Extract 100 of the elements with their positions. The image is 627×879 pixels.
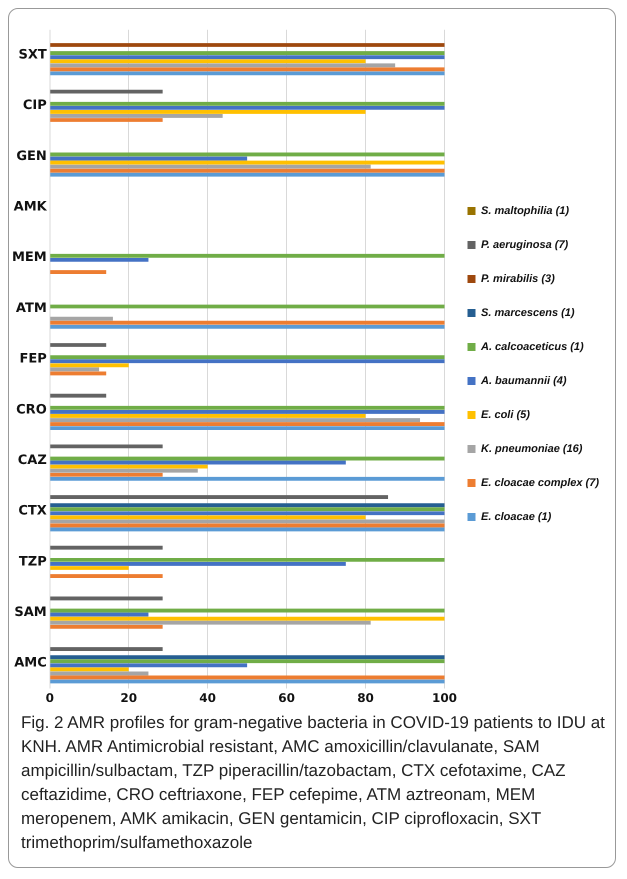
x-tick-label: 0 [46,690,54,705]
bar [50,676,445,680]
bar [50,647,163,651]
bar [50,655,445,660]
y-tick-label: ATM [16,300,47,316]
legend-label: A. baumannii (4) [480,375,567,388]
bar [50,612,148,617]
bar [50,258,148,262]
bar [50,160,445,164]
bar [50,63,396,68]
legend-label: A. calcoaceticus (1) [480,341,584,354]
x-tick-label: 80 [357,690,374,705]
bar [50,620,371,625]
bar [50,566,129,570]
bar [50,43,445,47]
bar [50,367,100,372]
legend-label: S. marcescens (1) [481,307,575,320]
bar [50,371,106,376]
bar [50,562,346,566]
bar [50,426,445,430]
legend-label: E. coli (5) [481,409,530,422]
bar [50,90,163,94]
bar [50,394,106,398]
bar [50,507,445,512]
y-tick-label: TZP [18,554,47,570]
legend-label: K. pneumoniae (16) [481,443,583,456]
bar [50,172,445,177]
bar [50,546,163,550]
y-tick-label: AMK [14,200,48,215]
bar [50,519,445,524]
x-tick-label: 60 [278,690,295,705]
bar [50,418,420,422]
bar [50,164,371,169]
bar [50,67,445,72]
bar [50,574,163,578]
bar [50,114,223,118]
bar [50,320,445,325]
bar [50,460,346,465]
y-tick-label: SAM [14,604,47,620]
bar [50,270,106,274]
bar [50,254,445,258]
bar [50,363,129,368]
x-tick-label: 100 [432,690,458,705]
bar [50,355,445,360]
legend-label: P. aeruginosa (7) [481,239,569,252]
bar [50,558,445,562]
bar [50,51,445,56]
bar [50,414,366,418]
y-tick-label: CAZ [18,452,47,468]
y-tick-label: CIP [22,98,47,114]
bar [50,511,445,516]
legend-label: E. cloacae complex (7) [481,477,600,490]
y-tick-label: MEM [12,250,47,266]
bar [50,118,163,122]
bar [50,422,445,426]
bar [50,110,366,114]
bar [50,456,445,460]
bar [50,410,445,414]
bar [50,667,129,672]
bar [50,671,148,676]
bar [50,152,445,156]
bar [50,464,208,469]
bar [50,523,445,528]
bar [50,71,445,76]
bar [50,359,445,364]
bar [50,680,445,684]
bar [50,444,163,448]
bar [50,472,163,477]
x-tick-label: 40 [199,690,216,705]
legend-label: E. cloacae (1) [481,511,552,524]
caption: Fig. 2 AMR profiles for gram-negative bacteria in COVID-19 patients to IDU at KNH. AMR Antimicrobial resistant, AMC amoxicillin/clavulanate, SAM ampicillin/sulbactam, TZP piperacillin/tazobactam, CTX cefotaxime, CAZ ceftazidime, CRO ceftriaxone, FEP cefepime, ATM aztreonam, MEM meropenem, AMK amikacin, GEN gentamicin, CIP ciprofloxacin, SXT trimethoprim/sulfamethoxazole [21,712,606,854]
y-tick-label: SXT [18,48,47,63]
bar [50,624,163,629]
bar [50,102,445,106]
bar [50,468,198,473]
bar [50,503,445,508]
bar [50,663,248,668]
bar [50,316,113,321]
y-tick-label: FEP [19,352,47,367]
bar [50,55,445,60]
legend-label: P. mirabilis (3) [481,273,556,286]
bar [50,528,445,532]
y-tick-label: CRO [16,402,47,418]
y-tick-label: AMC [14,656,47,671]
bar [50,59,366,64]
bar [50,168,445,173]
y-tick-label: CTX [18,504,47,519]
legend-label: S. maltophilia (1) [481,205,570,218]
bar [50,495,388,499]
bar [50,476,445,481]
bar [50,608,445,612]
bar [50,156,248,160]
bar [50,596,163,600]
bar [50,406,445,410]
bar [50,106,445,110]
bar [50,616,445,621]
x-tick-label: 20 [120,690,138,705]
bar [50,304,445,308]
bar [50,659,445,664]
bar [50,324,445,329]
